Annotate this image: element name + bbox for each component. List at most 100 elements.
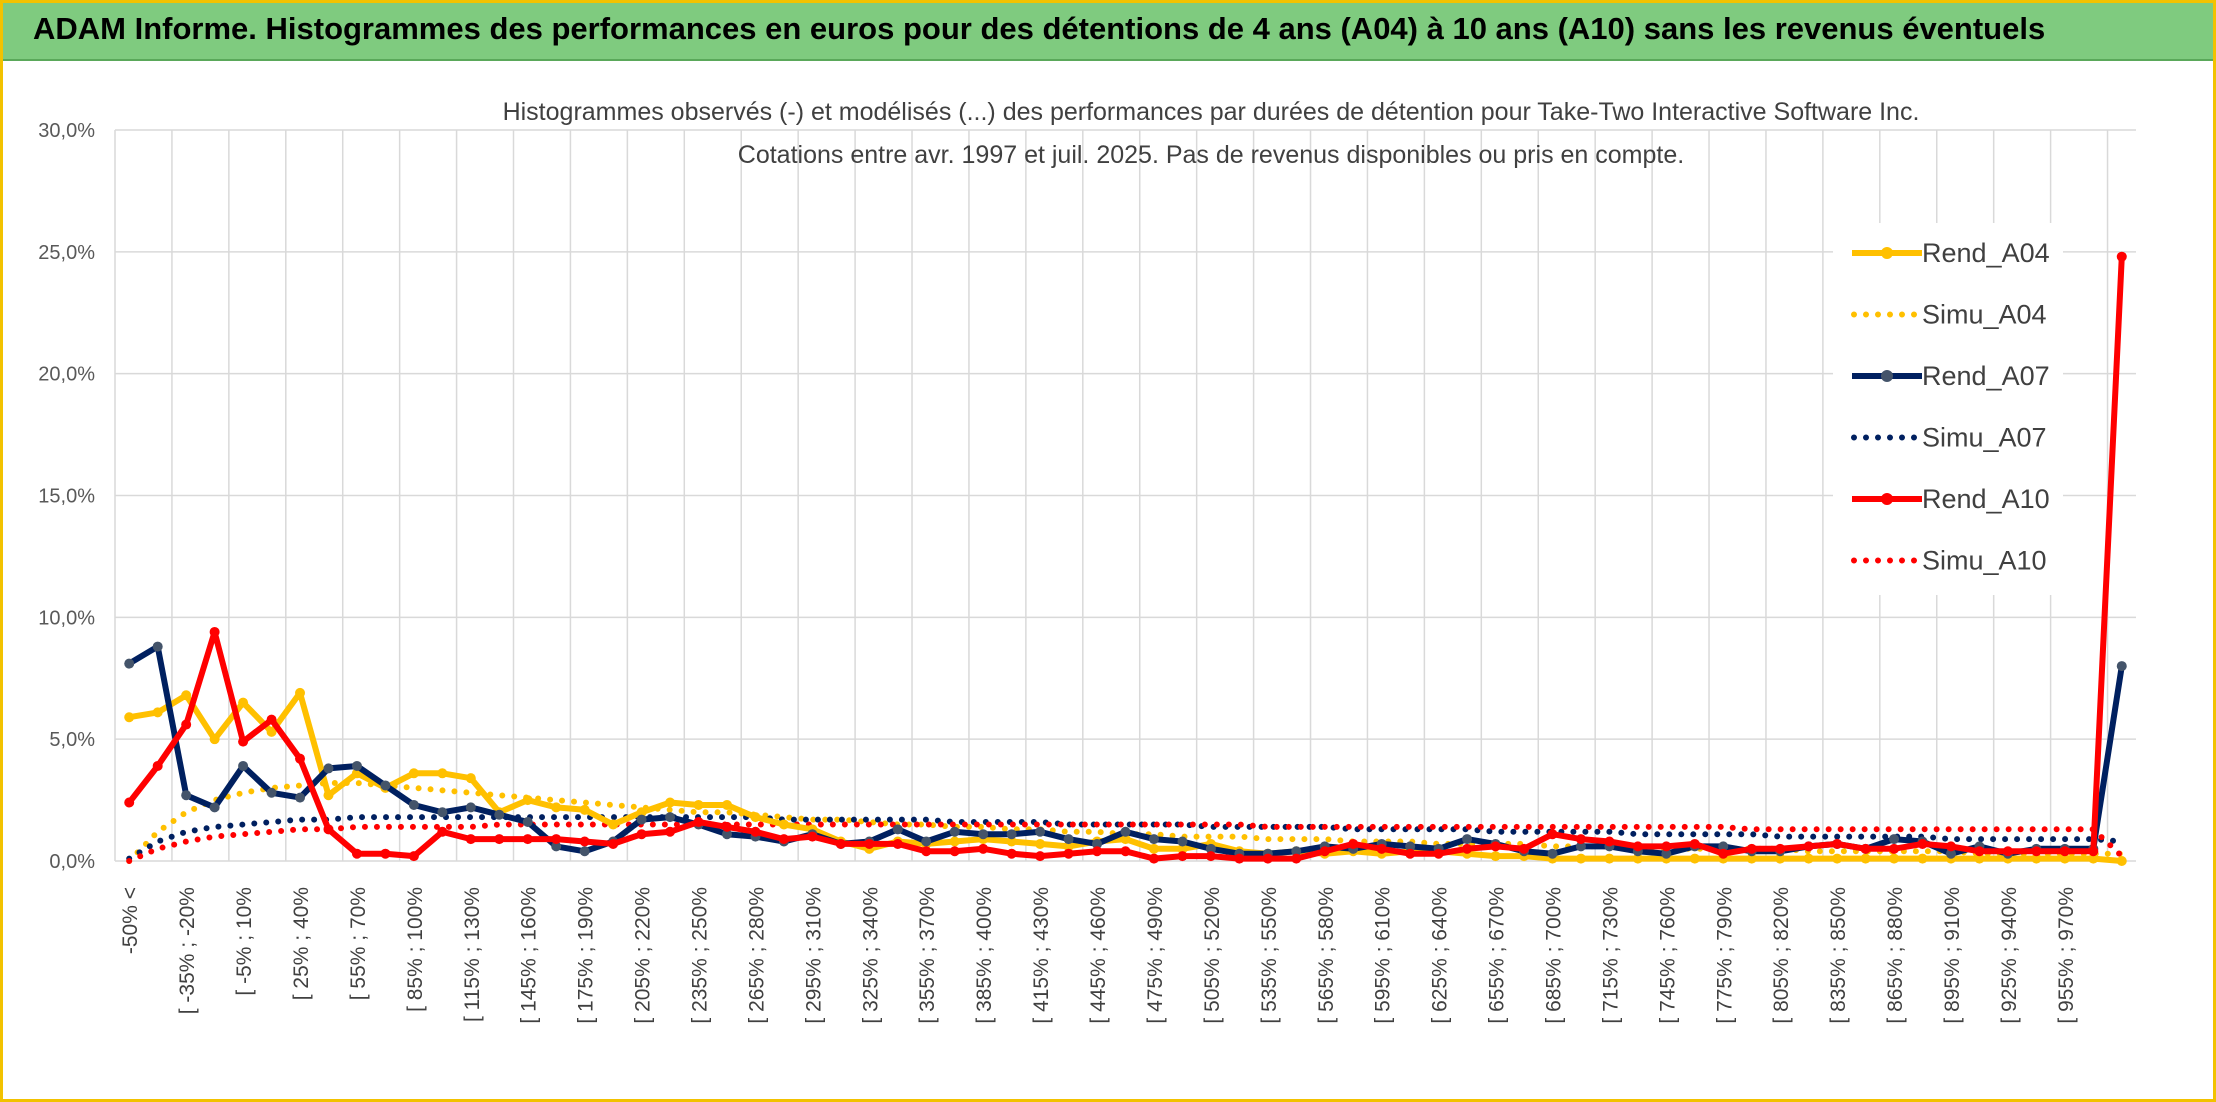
chart-subtitle: Cotations entre avr. 1997 et juil. 2025.… bbox=[738, 141, 1684, 169]
data-point bbox=[864, 838, 875, 849]
data-point bbox=[807, 831, 818, 842]
data-point bbox=[1519, 843, 1530, 854]
data-point bbox=[1177, 851, 1188, 862]
data-point bbox=[465, 773, 476, 784]
data-point bbox=[1889, 843, 1900, 854]
data-point bbox=[124, 658, 135, 669]
data-point bbox=[1889, 834, 1900, 845]
x-tick-label: [ 385% ; 400% bbox=[973, 887, 996, 1024]
data-point bbox=[1860, 843, 1871, 854]
x-tick-label: [ 925% ; 940% bbox=[1998, 887, 2021, 1024]
data-point bbox=[1718, 841, 1729, 852]
data-point bbox=[2088, 846, 2099, 857]
legend-marker bbox=[1881, 247, 1893, 259]
x-tick-label: [ 355% ; 370% bbox=[916, 887, 939, 1024]
data-point bbox=[1177, 836, 1188, 847]
data-point bbox=[266, 787, 277, 798]
data-point bbox=[323, 824, 334, 835]
data-point bbox=[238, 736, 249, 747]
data-point bbox=[579, 836, 590, 847]
data-point bbox=[1604, 853, 1615, 864]
data-point bbox=[1376, 843, 1387, 854]
data-point bbox=[323, 763, 334, 774]
data-point bbox=[2116, 856, 2127, 866]
x-tick-label: [ 415% ; 430% bbox=[1030, 887, 1053, 1024]
data-point bbox=[693, 817, 704, 828]
data-point bbox=[152, 641, 163, 652]
x-tick-label: [ 85% ; 100% bbox=[404, 887, 427, 1012]
data-point bbox=[1433, 848, 1444, 859]
data-point bbox=[1689, 853, 1700, 864]
y-tick-label: 10,0% bbox=[38, 607, 95, 629]
data-point bbox=[1177, 843, 1188, 854]
data-point bbox=[636, 807, 647, 818]
data-point bbox=[1632, 853, 1643, 864]
histogram-chart: Histogrammes observés (-) et modélisés (… bbox=[38, 98, 2136, 1024]
legend-item: Simu_A10 bbox=[1851, 546, 2047, 576]
data-point bbox=[152, 760, 163, 771]
data-point bbox=[1746, 843, 1757, 854]
data-point bbox=[209, 802, 220, 813]
data-point bbox=[1148, 843, 1159, 854]
data-point bbox=[1291, 853, 1302, 864]
data-point bbox=[551, 841, 562, 852]
x-tick-label: [ 235% ; 250% bbox=[689, 887, 712, 1024]
data-point bbox=[1775, 843, 1786, 854]
data-point bbox=[238, 760, 249, 771]
data-point bbox=[209, 734, 220, 745]
data-point bbox=[1718, 848, 1729, 859]
data-point bbox=[778, 834, 789, 845]
legend-item: Simu_A04 bbox=[1851, 300, 2047, 330]
data-point bbox=[1689, 838, 1700, 849]
data-point bbox=[494, 834, 505, 845]
x-tick-label: [ 265% ; 280% bbox=[745, 887, 768, 1024]
data-point bbox=[835, 838, 846, 849]
data-point bbox=[750, 812, 761, 823]
data-point bbox=[636, 814, 647, 825]
data-point bbox=[608, 838, 619, 849]
data-point bbox=[892, 838, 903, 849]
legend-label: Rend_A04 bbox=[1922, 238, 2050, 268]
x-tick-label: [ 865% ; 880% bbox=[1884, 887, 1907, 1024]
data-point bbox=[1661, 848, 1672, 859]
data-point bbox=[949, 846, 960, 857]
data-point bbox=[721, 829, 732, 840]
x-tick-label: [ 445% ; 460% bbox=[1087, 887, 1110, 1024]
data-point bbox=[1063, 834, 1074, 845]
y-axis-ticks: 0,0% 5,0% 10,0% 15,0% 20,0% 25,0% 30,0% bbox=[38, 120, 95, 873]
data-point bbox=[380, 848, 391, 859]
data-point bbox=[1803, 853, 1814, 864]
data-point bbox=[2116, 661, 2127, 672]
data-point bbox=[1917, 853, 1928, 864]
data-point bbox=[380, 780, 391, 791]
data-point bbox=[2059, 853, 2070, 864]
data-point bbox=[408, 768, 419, 779]
x-tick-label: [ -35% ; -20% bbox=[176, 887, 199, 1014]
data-point bbox=[522, 817, 533, 828]
data-point bbox=[522, 795, 533, 806]
data-point bbox=[1063, 848, 1074, 859]
data-point bbox=[978, 843, 989, 854]
x-tick-label: [ 805% ; 820% bbox=[1770, 887, 1793, 1024]
legend-label: Rend_A07 bbox=[1922, 361, 2050, 391]
x-tick-label: [ 715% ; 730% bbox=[1599, 887, 1622, 1024]
data-point bbox=[1604, 836, 1615, 847]
data-point bbox=[2116, 251, 2127, 262]
data-point bbox=[494, 809, 505, 820]
data-point bbox=[1205, 843, 1216, 854]
data-point bbox=[1462, 834, 1473, 845]
data-point bbox=[1006, 836, 1017, 847]
y-tick-label: 30,0% bbox=[38, 120, 95, 142]
legend-item: Rend_A07 bbox=[1852, 361, 2050, 391]
data-point bbox=[1974, 846, 1985, 857]
data-point bbox=[665, 812, 676, 823]
data-point bbox=[750, 826, 761, 837]
legend-item: Simu_A07 bbox=[1851, 423, 2047, 453]
data-point bbox=[1575, 841, 1586, 852]
data-point bbox=[1917, 838, 1928, 849]
data-point bbox=[1006, 848, 1017, 859]
x-tick-label: [ 775% ; 790% bbox=[1713, 887, 1736, 1024]
data-point bbox=[1860, 853, 1871, 864]
data-point bbox=[1889, 853, 1900, 864]
data-point bbox=[1803, 841, 1814, 852]
